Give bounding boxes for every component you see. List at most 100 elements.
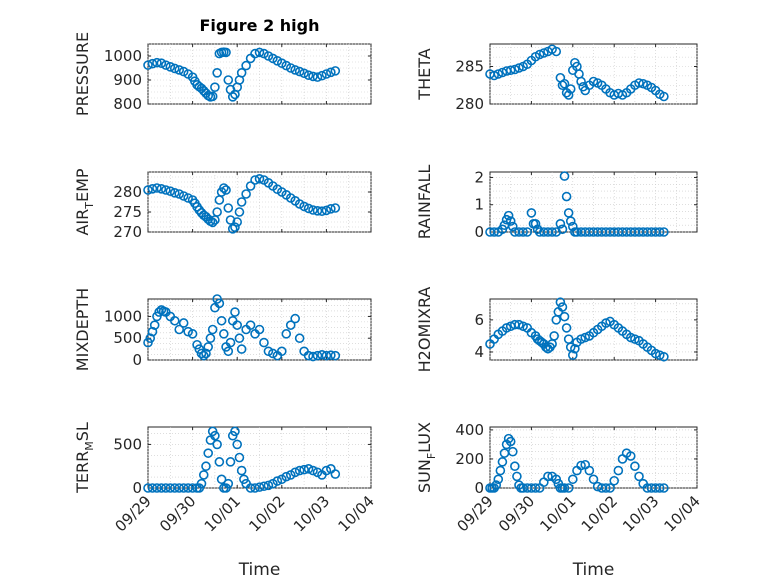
data-point — [308, 71, 318, 82]
data-point — [321, 350, 332, 361]
x-tick-label: 09/30 — [495, 492, 538, 535]
data-point — [254, 174, 265, 184]
data-point — [565, 216, 576, 226]
data-point — [232, 217, 242, 227]
x-tick-label: 10/04 — [661, 492, 704, 535]
y-tick-label: 270 — [113, 223, 142, 241]
data-point — [143, 185, 153, 195]
data-point — [216, 474, 227, 485]
data-point — [547, 227, 557, 237]
data-point — [169, 315, 180, 326]
data-point — [290, 467, 300, 478]
y-tick-label: 0 — [132, 479, 142, 497]
data-point — [539, 48, 549, 58]
data-point — [263, 480, 274, 491]
data-point — [605, 483, 615, 493]
data-point — [263, 346, 274, 357]
data-point — [576, 460, 586, 471]
data-point — [212, 439, 222, 450]
data-point — [312, 350, 323, 361]
data-point — [493, 69, 504, 79]
data-point — [154, 307, 164, 317]
data-point — [203, 448, 214, 458]
y-tick-label: 900 — [113, 71, 142, 89]
data-point — [530, 219, 541, 229]
data-point — [161, 185, 171, 195]
data-point — [259, 481, 269, 492]
data-point — [245, 483, 256, 493]
data-point — [493, 474, 504, 485]
x-tick-label: 10/04 — [335, 492, 378, 535]
data-point — [505, 436, 516, 447]
y-tick-label: 280 — [455, 95, 484, 113]
data-point — [489, 227, 499, 237]
y-tick-label: 800 — [113, 95, 142, 113]
data-point — [321, 205, 332, 216]
data-point — [236, 344, 247, 354]
data-point — [174, 324, 185, 335]
data-point — [196, 348, 207, 359]
x-tick-label: 10/03 — [619, 492, 662, 535]
chart-title: Figure 2 high — [200, 16, 320, 35]
data-point — [147, 58, 158, 69]
x-tick-label: 10/01 — [201, 492, 244, 535]
y-axis-label: SUNFLUX — [415, 422, 438, 493]
data-point — [543, 471, 553, 482]
data-point — [250, 175, 260, 185]
data-point — [169, 483, 180, 493]
data-point — [212, 68, 222, 78]
data-point — [196, 478, 207, 489]
data-point — [634, 78, 644, 88]
data-point — [317, 70, 327, 81]
data-point — [634, 471, 644, 482]
data-point — [223, 478, 234, 489]
data-point — [555, 297, 566, 308]
data-point — [254, 482, 265, 492]
data-point — [317, 349, 327, 360]
y-axis-label: RAINFALL — [415, 165, 434, 240]
panel-top-left: 800 900 1000 PRESSURE Figure 2 high — [73, 16, 372, 116]
data-point — [510, 64, 520, 75]
data-point — [518, 227, 528, 237]
data-point — [654, 483, 665, 493]
data-point — [147, 326, 158, 337]
data-point — [495, 465, 506, 476]
data-point — [308, 351, 318, 362]
data-point — [567, 350, 578, 360]
panel-row2-right: 0 1 2 RAINFALL — [415, 165, 698, 241]
data-point — [207, 91, 218, 102]
data-point — [210, 82, 220, 92]
data-point — [201, 348, 211, 359]
data-point — [272, 476, 283, 486]
data-point — [236, 68, 247, 78]
data-point — [223, 75, 234, 85]
data-point — [230, 222, 240, 232]
data-point — [491, 480, 502, 490]
y-tick-label: 1000 — [104, 47, 142, 65]
x-tick-label: 10/03 — [290, 492, 333, 535]
data-point — [221, 47, 231, 58]
y-tick-label: 500 — [113, 329, 142, 347]
data-point — [299, 201, 309, 212]
data-point — [212, 207, 222, 217]
panel-bottom-left: 0 500 TERRMSL 09/29 09/30 10/01 10/02 10/03 10/0… — [73, 422, 378, 580]
y-axis-label: THETA — [415, 48, 434, 100]
data-point — [290, 313, 300, 324]
data-point — [330, 203, 341, 213]
data-point — [507, 221, 518, 232]
data-point — [551, 46, 562, 57]
data-point — [232, 439, 242, 450]
data-point — [654, 227, 665, 237]
data-point — [149, 320, 160, 330]
data-point — [588, 474, 599, 485]
data-point — [638, 78, 648, 89]
y-axis-label: H2OMIXRA — [415, 287, 434, 373]
data-point — [659, 227, 669, 237]
data-point — [234, 207, 245, 217]
data-point — [232, 320, 242, 330]
data-point — [259, 337, 269, 348]
y-tick-label: 6 — [474, 311, 484, 329]
data-point — [559, 483, 570, 493]
data-point — [330, 469, 341, 479]
